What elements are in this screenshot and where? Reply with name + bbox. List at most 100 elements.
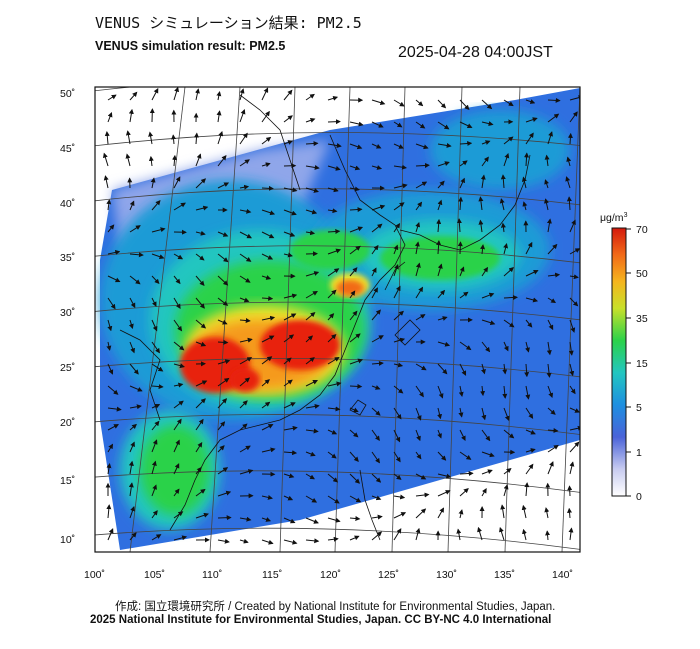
wind-arrow	[437, 507, 444, 519]
wind-arrow	[371, 121, 384, 128]
wind-arrow	[261, 424, 274, 431]
wind-arrow	[371, 223, 383, 233]
wind-arrow	[173, 275, 181, 285]
lat-label: 10˚	[60, 534, 75, 546]
wind-arrow	[415, 508, 427, 519]
wind-arrow	[217, 297, 229, 306]
wind-arrow	[525, 463, 534, 475]
wind-arrow	[107, 406, 122, 412]
wind-arrow	[371, 531, 383, 541]
wind-arrow	[544, 198, 549, 211]
wind-arrow	[217, 538, 230, 544]
colorbar-tick: 0	[636, 491, 642, 503]
wind-arrow	[129, 297, 136, 309]
wind-arrow	[327, 517, 341, 523]
wind-arrow	[565, 176, 571, 189]
wind-arrow	[481, 140, 491, 145]
wind-arrow	[569, 248, 580, 255]
wind-arrow	[261, 447, 276, 453]
wind-arrow	[547, 113, 560, 123]
wind-arrow	[217, 253, 229, 263]
wind-arrow	[481, 156, 489, 167]
wind-arrow	[283, 334, 295, 343]
wind-arrow	[544, 507, 550, 519]
wind-arrow	[349, 186, 360, 192]
wind-arrow	[217, 467, 229, 475]
wind-arrow	[371, 407, 381, 416]
wind-arrow	[173, 400, 184, 409]
wind-arrow	[107, 319, 113, 332]
wind-arrow	[239, 400, 248, 409]
wind-arrow	[107, 363, 114, 375]
wind-arrow	[569, 407, 580, 413]
wind-arrow	[195, 380, 208, 387]
wind-arrow	[173, 418, 182, 431]
wind-arrow	[239, 231, 252, 239]
wind-arrow	[327, 143, 342, 148]
wind-arrow	[195, 153, 202, 167]
wind-arrow	[371, 143, 382, 149]
wind-arrow	[327, 334, 337, 343]
wind-arrow	[349, 290, 356, 299]
wind-arrow	[151, 319, 158, 332]
wind-arrow	[500, 174, 506, 189]
wind-arrow	[239, 318, 251, 324]
wind-arrow	[128, 319, 134, 330]
wind-arrow	[239, 297, 250, 303]
wind-arrow	[415, 286, 424, 299]
wind-arrow	[459, 363, 467, 376]
wind-arrow	[481, 488, 487, 497]
wind-arrow	[151, 341, 160, 354]
wind-arrow	[415, 407, 422, 421]
wind-arrow	[459, 99, 470, 111]
wind-arrow	[437, 341, 451, 347]
wind-arrow	[195, 442, 203, 453]
wind-arrow	[569, 385, 576, 395]
wind-arrow	[129, 275, 141, 285]
wind-arrow	[217, 490, 232, 497]
wind-arrow	[371, 514, 383, 520]
wind-arrow	[216, 110, 222, 123]
wind-arrow	[261, 87, 269, 101]
wind-arrow	[128, 482, 134, 497]
wind-arrow	[239, 253, 252, 262]
wind-arrow	[521, 176, 527, 189]
wind-arrow	[567, 485, 573, 497]
wind-arrow	[349, 121, 364, 127]
wind-arrow	[415, 201, 423, 211]
wind-arrow	[437, 451, 447, 461]
wind-arrow	[393, 244, 399, 255]
wind-arrow	[456, 528, 462, 541]
wind-arrow	[151, 510, 158, 519]
wind-arrow	[371, 204, 386, 211]
wind-arrow	[503, 267, 514, 277]
wind-arrow	[261, 275, 272, 280]
wind-arrow	[327, 208, 338, 214]
lon-label: 110˚	[202, 569, 222, 581]
lat-label: 25˚	[60, 362, 75, 374]
wind-arrow	[217, 182, 230, 189]
wind-arrow	[305, 164, 320, 170]
wind-arrow	[239, 445, 251, 453]
wind-arrow	[103, 175, 109, 189]
wind-arrow	[305, 538, 320, 544]
wind-arrow	[525, 448, 536, 453]
wind-arrow	[173, 202, 186, 211]
wind-arrow	[195, 230, 206, 236]
wind-arrow	[415, 181, 428, 189]
wind-arrow	[349, 516, 361, 522]
wind-arrow	[129, 341, 135, 354]
wind-arrow	[393, 451, 401, 463]
wind-arrow	[327, 165, 341, 171]
colorbar-tick: 5	[636, 402, 642, 414]
wind-arrow	[502, 385, 508, 399]
wind-arrow	[195, 418, 204, 431]
wind-arrow	[327, 495, 340, 504]
wind-arrow	[128, 460, 134, 475]
wind-arrow	[195, 341, 207, 347]
wind-arrow	[568, 341, 574, 356]
wind-arrow	[173, 439, 180, 453]
wind-arrow	[349, 451, 359, 462]
wind-arrow	[195, 253, 205, 261]
wind-arrow	[107, 443, 114, 453]
